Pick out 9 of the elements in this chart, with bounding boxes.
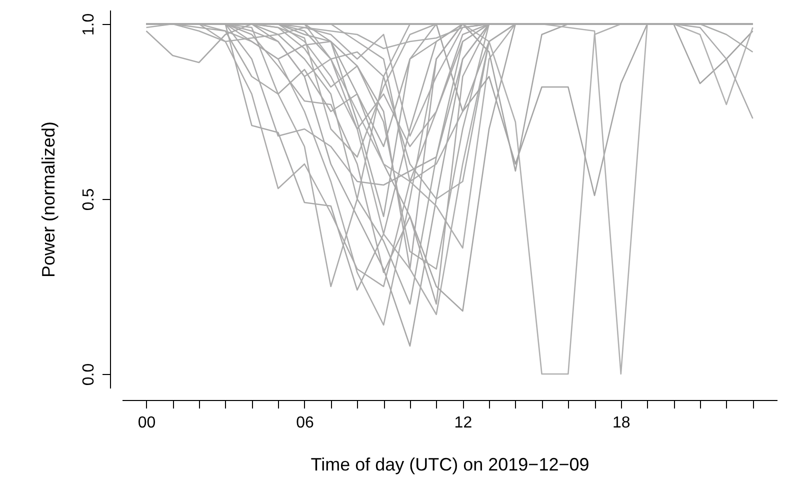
y-axis-title: Power (normalized) bbox=[38, 121, 58, 278]
x-axis-title: Time of day (UTC) on 2019−12−09 bbox=[310, 454, 590, 474]
y-tick-label: 0.5 bbox=[80, 188, 98, 211]
x-tick-label: 12 bbox=[454, 414, 472, 432]
y-tick-label: 0.0 bbox=[80, 363, 98, 386]
x-tick-label: 18 bbox=[612, 414, 630, 432]
x-tick-label: 00 bbox=[138, 414, 156, 432]
y-tick-label: 1.0 bbox=[80, 13, 98, 36]
x-tick-label: 06 bbox=[296, 414, 314, 432]
